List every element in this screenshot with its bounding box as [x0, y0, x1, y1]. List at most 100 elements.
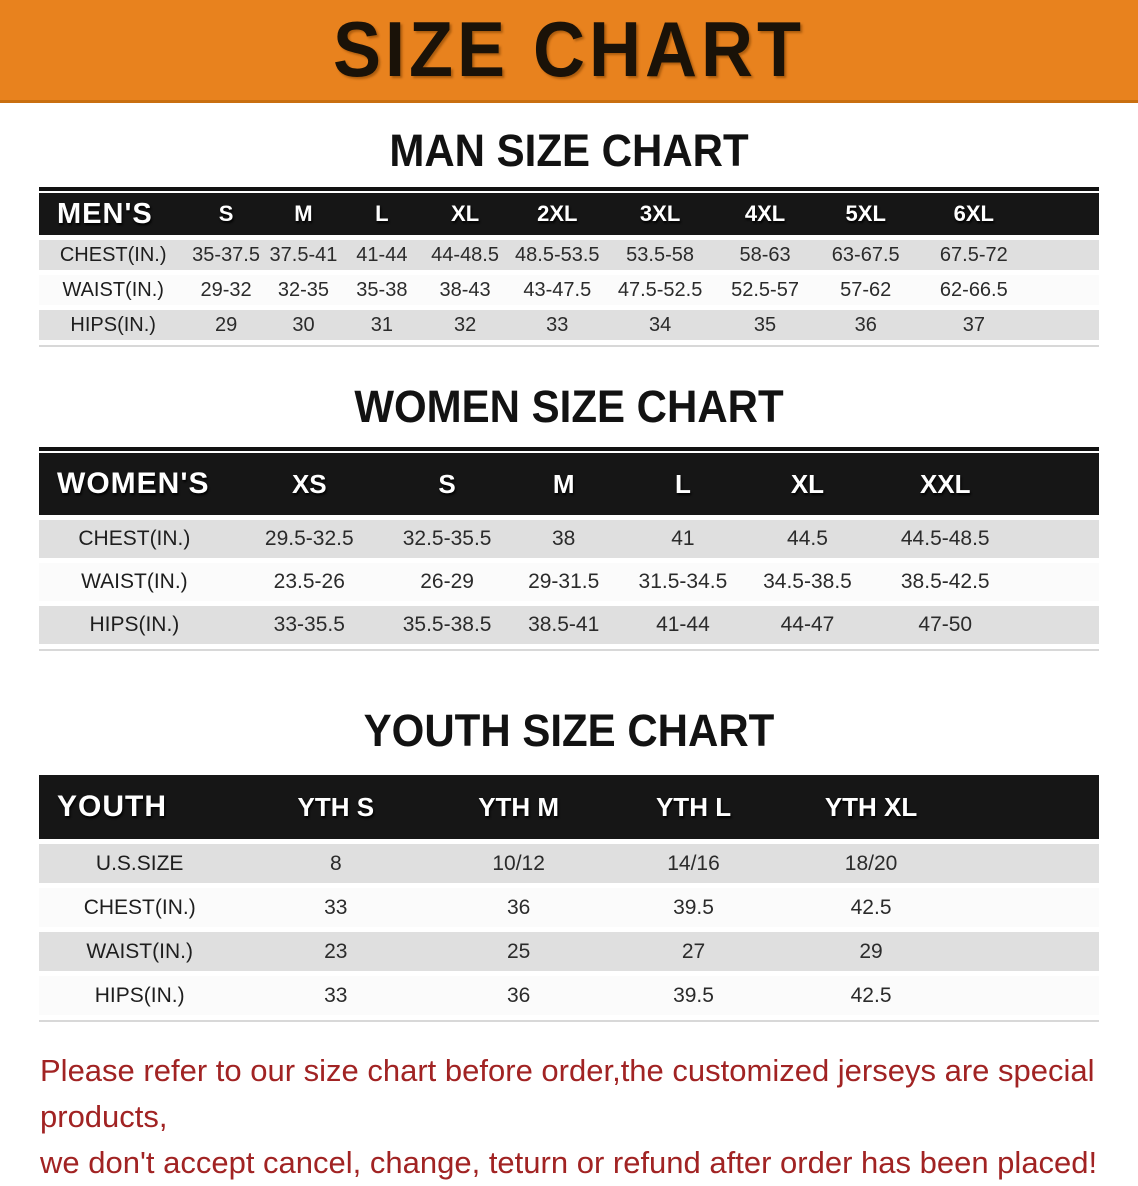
- size-value: 23: [240, 932, 432, 971]
- man-size-table-wrap: MEN'S S M L XL 2XL 3XL 4XL 5XL 6XL CHEST(IN.) 35-37…: [39, 187, 1099, 347]
- disclaimer-text: Please refer to our size chart before or…: [40, 1048, 1138, 1186]
- row-label: WAIST(IN.): [39, 563, 230, 601]
- spacer-cell: [1032, 275, 1099, 305]
- size-value: 25: [431, 932, 607, 971]
- size-value: 42.5: [780, 976, 962, 1015]
- size-col-header: M: [505, 453, 622, 515]
- size-value: 36: [815, 310, 916, 340]
- size-value: 44.5: [743, 520, 872, 558]
- row-label: CHEST(IN.): [39, 888, 241, 927]
- spacer-cell: [1019, 606, 1099, 644]
- row-label: WAIST(IN.): [39, 932, 241, 971]
- table-header-row: MEN'S S M L XL 2XL 3XL 4XL 5XL 6XL: [39, 193, 1099, 235]
- size-value: 53.5-58: [606, 240, 715, 270]
- size-value: 37.5-41: [264, 240, 343, 270]
- size-value: 31.5-34.5: [621, 563, 744, 601]
- size-value: 42.5: [780, 888, 962, 927]
- spacer-cell: [961, 844, 1099, 883]
- size-col-header: M: [264, 193, 343, 235]
- spacer-cell: [961, 976, 1099, 1015]
- size-col-header: 5XL: [815, 193, 916, 235]
- size-value: 62-66.5: [915, 275, 1033, 305]
- women-size-table: WOMEN'S XS S M L XL XXL CHEST(IN.) 29.5-32.5 32.5…: [39, 448, 1099, 651]
- size-value: 34.5-38.5: [743, 563, 872, 601]
- size-value: 39.5: [606, 976, 781, 1015]
- size-value: 44-47: [743, 606, 872, 644]
- youth-size-table: YOUTH YTH S YTH M YTH L YTH XL U.S.SIZE 8 10/12…: [39, 770, 1099, 1022]
- table-row: CHEST(IN.) 33 36 39.5 42.5: [39, 888, 1099, 927]
- size-value: 36: [431, 888, 607, 927]
- spacer-cell: [1032, 193, 1099, 235]
- youth-section-title: YOUTH SIZE CHART: [363, 705, 775, 756]
- spacer-cell: [1032, 310, 1099, 340]
- spacer-cell: [961, 932, 1099, 971]
- size-col-header: 4XL: [714, 193, 816, 235]
- size-col-header: 3XL: [606, 193, 715, 235]
- size-value: 32: [421, 310, 509, 340]
- table-row: U.S.SIZE 8 10/12 14/16 18/20: [39, 844, 1099, 883]
- size-value: 26-29: [388, 563, 506, 601]
- spacer-cell: [961, 888, 1099, 927]
- table-top-rule: [39, 447, 1099, 451]
- size-value: 63-67.5: [815, 240, 916, 270]
- size-value: 29: [780, 932, 962, 971]
- size-value: 31: [342, 310, 422, 340]
- size-value: 23.5-26: [229, 563, 389, 601]
- size-value: 29.5-32.5: [229, 520, 389, 558]
- size-col-header: XL: [743, 453, 872, 515]
- table-row: WAIST(IN.) 23 25 27 29: [39, 932, 1099, 971]
- row-label: HIPS(IN.): [39, 606, 230, 644]
- table-header-row: WOMEN'S XS S M L XL XXL: [39, 453, 1099, 515]
- size-value: 38: [505, 520, 622, 558]
- size-value: 33-35.5: [229, 606, 389, 644]
- size-value: 47.5-52.5: [606, 275, 715, 305]
- row-label: WAIST(IN.): [39, 275, 188, 305]
- size-value: 8: [240, 844, 432, 883]
- size-value: 30: [264, 310, 343, 340]
- size-col-header: XL: [421, 193, 509, 235]
- size-value: 58-63: [714, 240, 816, 270]
- size-value: 10/12: [431, 844, 607, 883]
- table-header-label: MEN'S: [39, 193, 188, 235]
- size-col-header: YTH XL: [780, 775, 962, 839]
- spacer-cell: [961, 775, 1099, 839]
- size-value: 37: [915, 310, 1033, 340]
- size-value: 38-43: [421, 275, 509, 305]
- size-value: 39.5: [606, 888, 781, 927]
- size-value: 41-44: [621, 606, 744, 644]
- table-row: CHEST(IN.) 29.5-32.5 32.5-35.5 38 41 44.5 44.5…: [39, 520, 1099, 558]
- size-col-header: 2XL: [508, 193, 607, 235]
- size-value: 38.5-42.5: [871, 563, 1020, 601]
- spacer-cell: [1019, 563, 1099, 601]
- size-value: 29-31.5: [505, 563, 622, 601]
- table-header-row: YOUTH YTH S YTH M YTH L YTH XL: [39, 775, 1099, 839]
- size-value: 44-48.5: [421, 240, 509, 270]
- size-col-header: XS: [229, 453, 389, 515]
- size-chart-banner: SIZE CHART: [0, 0, 1138, 103]
- size-value: 35.5-38.5: [388, 606, 506, 644]
- size-col-header: L: [342, 193, 422, 235]
- row-label: U.S.SIZE: [39, 844, 241, 883]
- size-value: 29-32: [187, 275, 265, 305]
- table-row: HIPS(IN.) 29 30 31 32 33 34 35 36 37: [39, 310, 1099, 340]
- size-col-header: S: [187, 193, 265, 235]
- size-value: 33: [508, 310, 607, 340]
- size-value: 67.5-72: [915, 240, 1033, 270]
- size-value: 43-47.5: [508, 275, 607, 305]
- banner-title: SIZE CHART: [333, 6, 805, 94]
- table-row: HIPS(IN.) 33 36 39.5 42.5: [39, 976, 1099, 1015]
- row-label: HIPS(IN.): [39, 976, 241, 1015]
- size-value: 14/16: [606, 844, 781, 883]
- size-col-header: 6XL: [915, 193, 1033, 235]
- spacer-cell: [1019, 453, 1099, 515]
- women-section-title: WOMEN SIZE CHART: [354, 381, 784, 432]
- size-value: 34: [606, 310, 715, 340]
- table-row: WAIST(IN.) 23.5-26 26-29 29-31.5 31.5-34.5 34…: [39, 563, 1099, 601]
- size-col-header: XXL: [871, 453, 1020, 515]
- size-value: 41-44: [342, 240, 422, 270]
- table-header-label: YOUTH: [39, 775, 241, 839]
- size-value: 18/20: [780, 844, 962, 883]
- man-section-title: MAN SIZE CHART: [389, 125, 749, 176]
- row-label: CHEST(IN.): [39, 520, 230, 558]
- size-value: 41: [621, 520, 744, 558]
